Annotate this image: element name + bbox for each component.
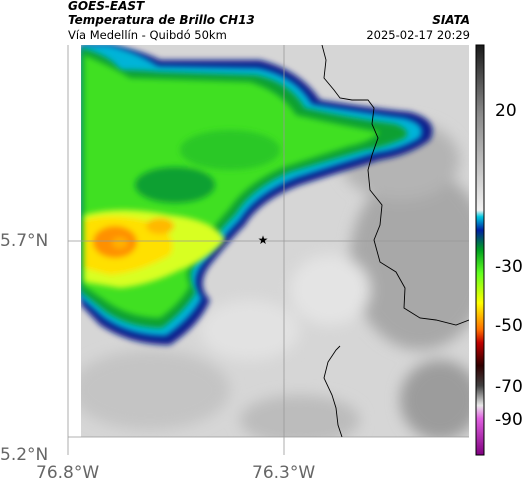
lon-tick-label: 76.8°W — [36, 463, 100, 483]
imagery-layer — [81, 45, 469, 437]
colorbar-tick-label: -90 — [495, 410, 523, 430]
source-label: SIATA — [432, 13, 470, 27]
colorbar-tick-label: -70 — [495, 377, 523, 397]
lat-tick-label: 5.2°N — [0, 445, 49, 465]
lat-tick-label: 5.7°N — [0, 231, 49, 251]
location-marker-icon: ★ — [258, 233, 269, 247]
route-subtitle: Vía Medellín - Quibdó 50km — [68, 28, 227, 42]
colorbar-tick-label: -30 — [495, 257, 523, 277]
product-title: Temperatura de Brillo CH13 — [68, 13, 255, 27]
colorbar-tick-label: -50 — [495, 316, 523, 336]
department-boundary — [321, 45, 469, 437]
graticule — [67, 45, 469, 455]
colorbar — [475, 44, 485, 456]
satellite-name: GOES-EAST — [68, 0, 145, 13]
colorbar-tick-label: 20 — [495, 101, 517, 121]
lon-tick-label: 76.3°W — [252, 463, 316, 483]
timestamp: 2025-02-17 20:29 — [366, 28, 470, 42]
